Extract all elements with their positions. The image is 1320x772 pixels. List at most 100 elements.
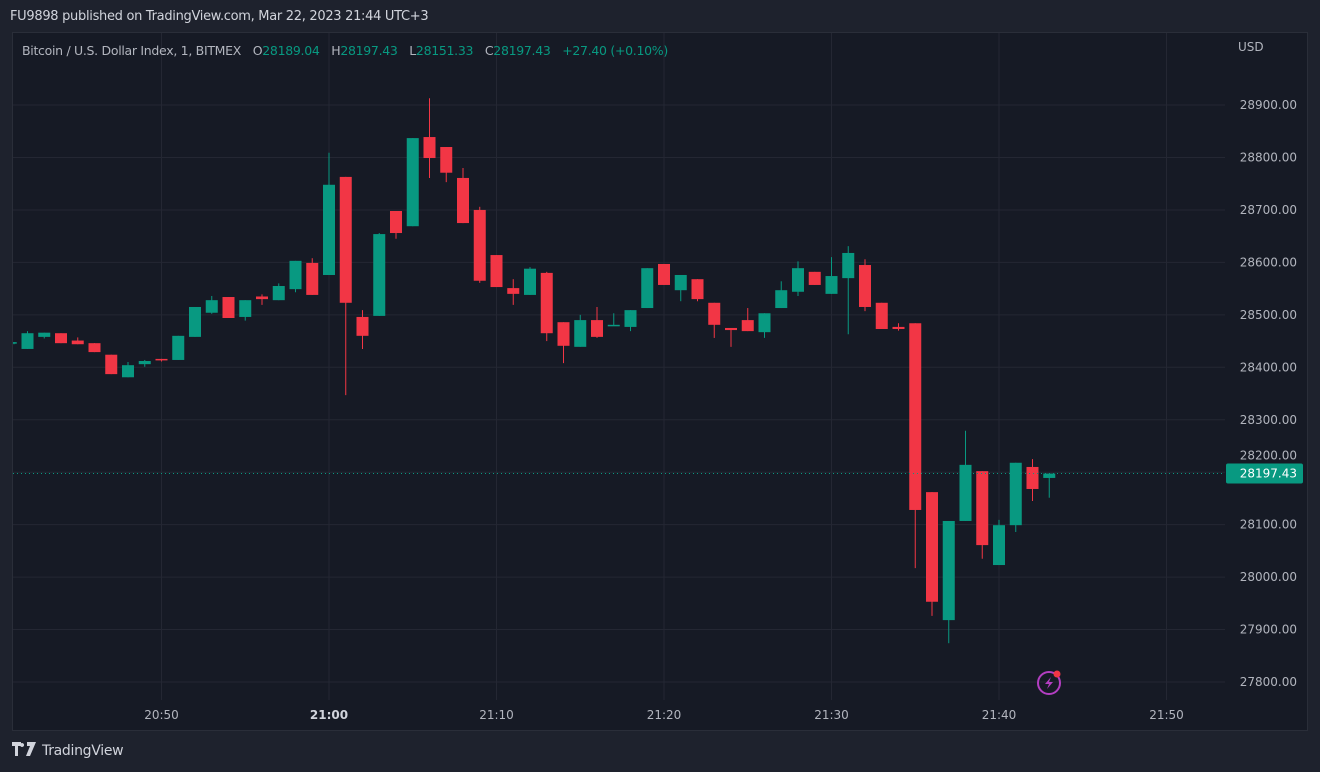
candle[interactable]	[122, 362, 134, 378]
candle[interactable]	[390, 210, 402, 239]
candle-body	[172, 335, 185, 360]
candle[interactable]	[942, 520, 955, 644]
candle-body	[1009, 462, 1022, 526]
candle[interactable]	[272, 283, 285, 301]
candle[interactable]	[624, 310, 637, 332]
chart-panel[interactable]	[12, 32, 1308, 731]
candle-body	[758, 313, 771, 333]
lightning-alert-icon[interactable]	[1037, 670, 1061, 695]
candle[interactable]	[490, 255, 503, 288]
candle[interactable]	[88, 343, 101, 353]
candle[interactable]	[959, 430, 972, 521]
candle[interactable]	[222, 297, 235, 318]
candle-body	[825, 276, 838, 294]
candle[interactable]	[239, 300, 252, 321]
candle[interactable]	[356, 310, 369, 349]
time-axis: 20:50 21:00 21:10 21:20 21:30 21:40 21:50	[144, 708, 1184, 722]
candle[interactable]	[909, 323, 922, 569]
x-tick-label: 21:40	[982, 708, 1017, 722]
candle[interactable]	[557, 322, 570, 364]
y-tick-label: 28600.00	[1240, 255, 1297, 269]
y-tick-label: 28800.00	[1240, 151, 1297, 165]
candle[interactable]	[138, 359, 151, 367]
candle[interactable]	[205, 295, 218, 314]
candle[interactable]	[926, 492, 938, 616]
candle[interactable]	[21, 331, 34, 349]
candle-body	[591, 320, 603, 337]
candle[interactable]	[1043, 473, 1056, 498]
candle[interactable]	[674, 274, 687, 302]
candle[interactable]	[993, 519, 1005, 566]
candle[interactable]	[105, 354, 118, 375]
candle[interactable]	[423, 98, 436, 178]
candle[interactable]	[775, 281, 788, 309]
candle[interactable]	[808, 271, 821, 285]
candle[interactable]	[13, 342, 17, 345]
candle[interactable]	[741, 308, 754, 332]
candle[interactable]	[725, 327, 737, 347]
candle-body	[356, 316, 369, 336]
candle[interactable]	[892, 323, 905, 331]
candle[interactable]	[691, 279, 704, 302]
candle[interactable]	[524, 267, 536, 295]
candle[interactable]	[641, 268, 654, 309]
candle[interactable]	[373, 233, 386, 316]
tradingview-logo[interactable]: TradingView	[12, 742, 124, 760]
candle[interactable]	[658, 263, 670, 285]
symbol-name[interactable]: Bitcoin / U.S. Dollar Index, 1, BITMEX	[22, 43, 242, 58]
candle-body	[1026, 466, 1039, 489]
candle[interactable]	[875, 302, 888, 330]
candle[interactable]	[842, 246, 855, 335]
candle-body	[725, 327, 737, 331]
candle[interactable]	[339, 176, 352, 396]
candle[interactable]	[758, 313, 771, 338]
candle-body	[959, 464, 972, 521]
candle[interactable]	[189, 306, 201, 337]
tradingview-logo-icon	[12, 742, 36, 760]
candle[interactable]	[256, 294, 268, 305]
candle[interactable]	[473, 206, 486, 283]
candle-body	[122, 365, 134, 378]
currency-label[interactable]: USD	[1238, 40, 1264, 54]
candle[interactable]	[859, 259, 871, 312]
candle-body	[658, 263, 670, 285]
candle[interactable]	[440, 147, 453, 183]
candle-body	[38, 332, 51, 337]
candle[interactable]	[323, 152, 335, 275]
x-tick-label: 21:50	[1149, 708, 1184, 722]
x-tick-label: 21:20	[647, 708, 682, 722]
candle[interactable]	[507, 279, 520, 305]
candle-body	[373, 234, 386, 316]
candle[interactable]	[55, 333, 67, 344]
candle-body	[607, 324, 620, 327]
candle[interactable]	[1026, 459, 1039, 502]
candle-body	[440, 147, 453, 173]
candle[interactable]	[591, 306, 603, 338]
candle-body	[540, 272, 553, 334]
candle[interactable]	[306, 258, 319, 295]
candle[interactable]	[825, 257, 838, 294]
candle[interactable]	[607, 313, 620, 327]
candle-body	[306, 262, 319, 295]
candle[interactable]	[1009, 462, 1022, 532]
candle[interactable]	[172, 335, 185, 360]
candle[interactable]	[289, 260, 302, 293]
candle[interactable]	[71, 337, 84, 345]
candle[interactable]	[976, 471, 989, 559]
price-axis: 27800.00 27900.00 28000.00 28100.00 28200.00…	[1240, 98, 1297, 689]
candle-body	[524, 268, 536, 295]
candle[interactable]	[457, 167, 469, 224]
candle-body	[641, 268, 654, 309]
candle[interactable]	[155, 358, 168, 362]
candle[interactable]	[574, 314, 587, 347]
candle[interactable]	[708, 302, 721, 338]
candle-body	[256, 296, 268, 300]
candle[interactable]	[540, 271, 553, 342]
candle[interactable]	[792, 261, 804, 296]
y-tick-label: 28200.00	[1240, 449, 1297, 463]
candle[interactable]	[406, 138, 419, 227]
candle-body	[138, 361, 151, 365]
y-tick-label: 28400.00	[1240, 360, 1297, 374]
candle[interactable]	[38, 332, 51, 339]
